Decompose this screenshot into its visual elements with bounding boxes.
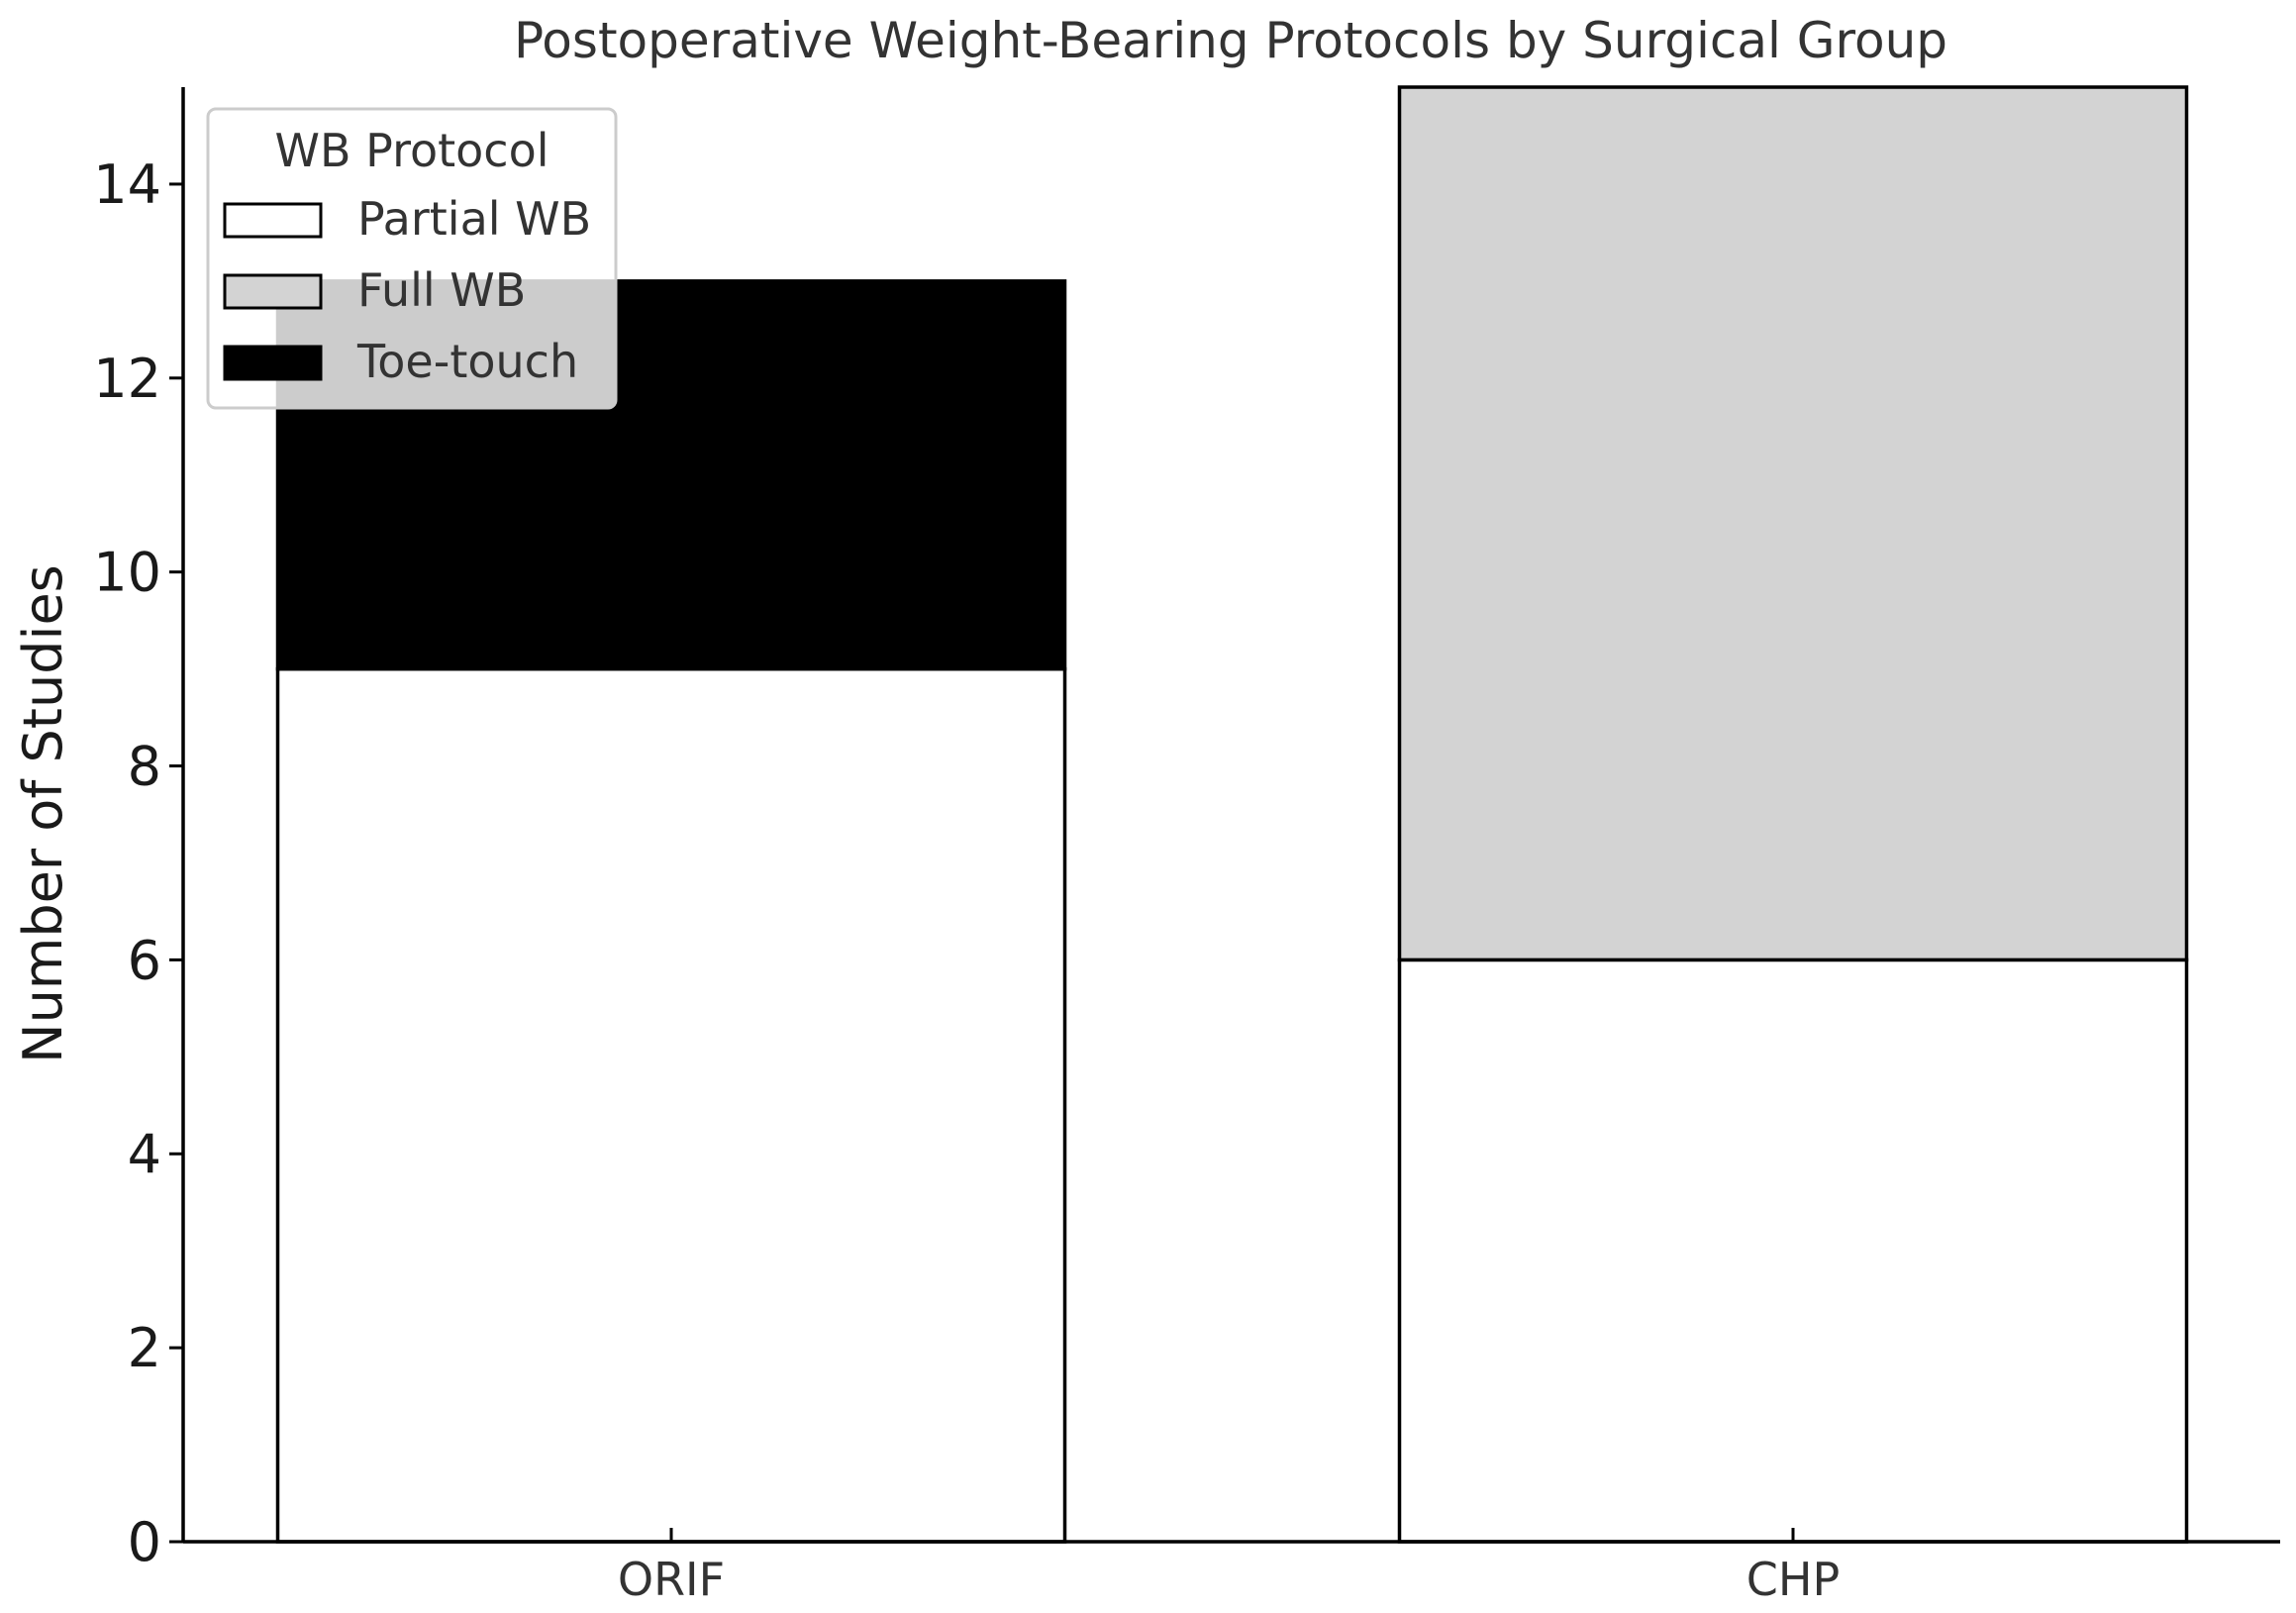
bar-chp-full-wb [1397,85,2189,962]
y-tick-label-14: 14 [93,153,161,216]
x-tick-label-orif: ORIF [618,1553,725,1606]
bar-orif-partial-wb [275,666,1067,1544]
bars-group [275,85,2189,1544]
y-tick-label-8: 8 [128,736,161,798]
y-tick-label-0: 0 [128,1511,161,1573]
legend-label-toe-touch: Toe-touch [356,335,578,388]
bar-chp-partial-wb [1397,958,2189,1544]
legend-swatch-partial-wb [223,202,323,239]
y-axis-label: Number of Studies [12,564,74,1063]
y-tick-label-10: 10 [93,542,161,604]
axes-group: 0 2 4 6 8 10 12 14 ORIF CHP [93,87,2280,1606]
legend-label-partial-wb: Partial WB [357,192,591,246]
legend: WB Protocol Partial WB Full WB Toe-touch [206,107,618,410]
legend-title: WB Protocol [274,124,549,177]
chart-title: Postoperative Weight-Bearing Protocols b… [514,12,1947,69]
x-tick-label-chp: CHP [1747,1553,1840,1606]
y-tick-label-6: 6 [128,929,161,991]
legend-box [206,107,618,410]
legend-swatch-toe-touch [223,345,323,381]
y-tick-label-4: 4 [128,1123,161,1185]
legend-label-full-wb: Full WB [357,263,526,317]
y-tick-label-2: 2 [128,1317,161,1379]
y-tick-label-12: 12 [93,348,161,410]
legend-swatch-full-wb [223,273,323,310]
